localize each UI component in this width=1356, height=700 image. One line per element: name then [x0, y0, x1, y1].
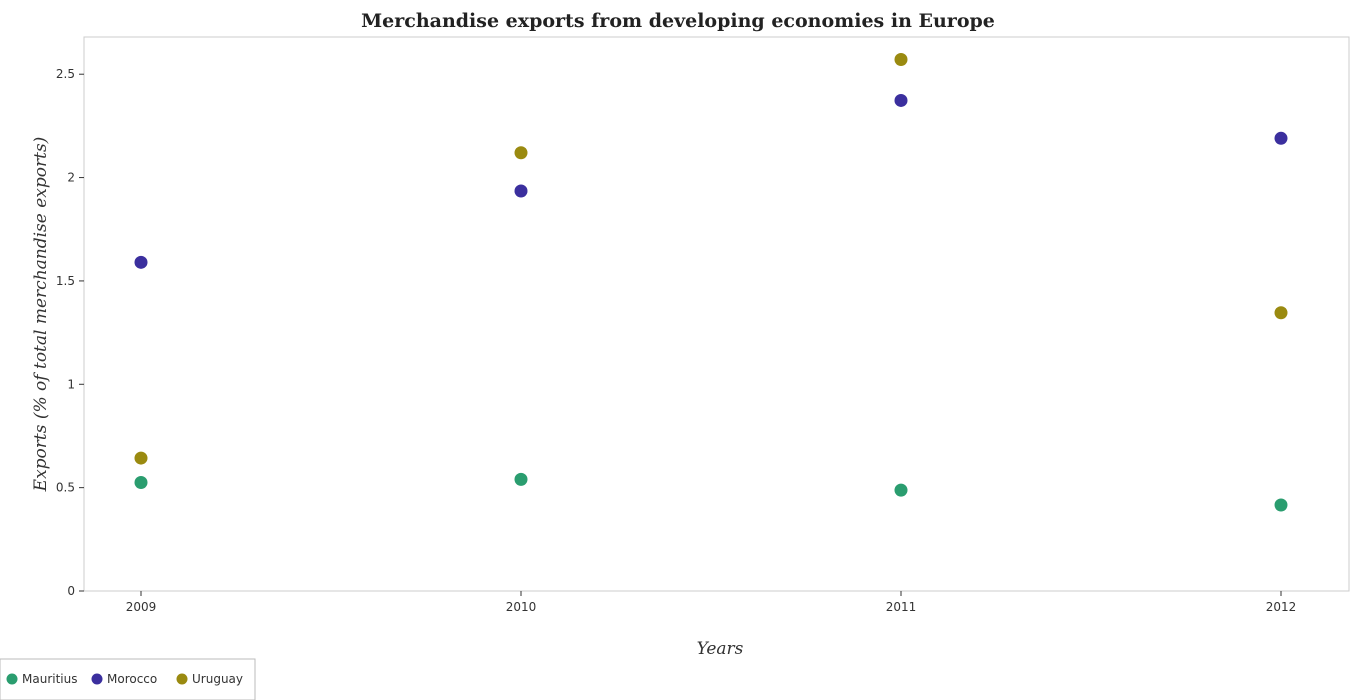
chart-title: Merchandise exports from developing econ… — [361, 10, 995, 32]
y-tick-label: 1 — [67, 377, 75, 391]
point-uruguay-2010 — [514, 146, 528, 160]
point-mauritius-2009 — [134, 475, 148, 489]
point-morocco-2009 — [134, 255, 148, 269]
point-uruguay-2011 — [894, 53, 908, 67]
x-tick-label: 2011 — [886, 600, 917, 614]
legend-box — [0, 658, 256, 700]
x-axis-label: Years — [697, 639, 744, 659]
point-morocco-2011 — [894, 93, 908, 107]
data-points — [134, 53, 1288, 512]
point-morocco-2012 — [1274, 131, 1288, 145]
point-mauritius-2011 — [894, 483, 908, 497]
y-axis: 0 0.5 1 1.5 2 2.5 — [56, 67, 84, 598]
x-tick-label: 2012 — [1266, 600, 1297, 614]
point-uruguay-2009 — [134, 451, 148, 465]
y-tick-label: 2.5 — [56, 67, 75, 81]
x-tick-label: 2010 — [506, 600, 537, 614]
plot-area — [83, 36, 1350, 592]
legend-label-mauritius: Mauritius — [22, 672, 77, 686]
legend: Mauritius Morocco Uruguay — [0, 658, 256, 700]
legend-marker-morocco — [91, 673, 103, 685]
x-tick-label: 2009 — [126, 600, 157, 614]
point-mauritius-2010 — [514, 472, 528, 486]
y-tick-label: 0.5 — [56, 481, 75, 495]
point-morocco-2010 — [514, 184, 528, 198]
y-axis-label: Exports (% of total merchandise exports) — [31, 137, 51, 493]
legend-marker-uruguay — [176, 673, 188, 685]
legend-marker-mauritius — [6, 673, 18, 685]
x-axis: 2009 2010 2011 2012 — [126, 591, 1297, 614]
point-mauritius-2012 — [1274, 498, 1288, 512]
y-tick-label: 1.5 — [56, 274, 75, 288]
y-tick-label: 2 — [67, 171, 75, 185]
y-tick-label: 0 — [67, 584, 75, 598]
point-uruguay-2012 — [1274, 306, 1288, 320]
legend-label-morocco: Morocco — [107, 672, 157, 686]
legend-label-uruguay: Uruguay — [192, 672, 243, 686]
